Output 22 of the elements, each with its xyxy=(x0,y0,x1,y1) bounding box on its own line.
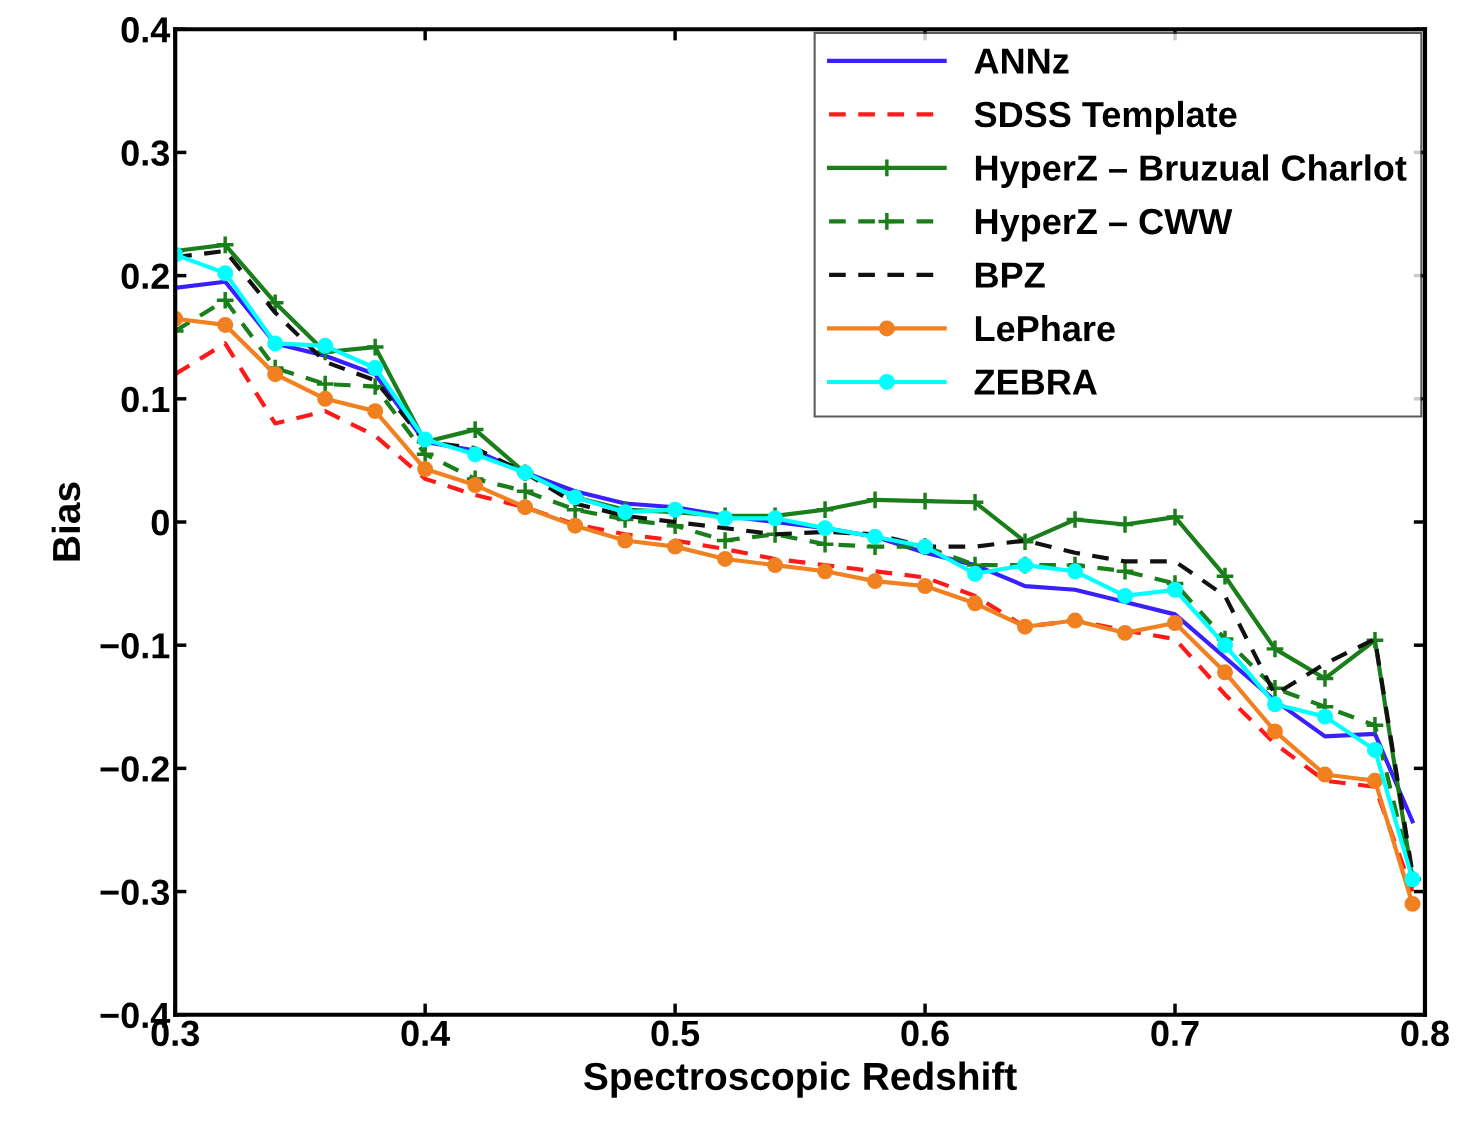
y-tick-label: 0.4 xyxy=(121,17,171,43)
x-tick-label: 0.4 xyxy=(401,1020,451,1047)
legend-label: ZEBRA xyxy=(974,369,1097,395)
x-tick-label: 0.8 xyxy=(1401,1020,1449,1047)
legend-label: LePhare xyxy=(975,314,1115,342)
y-tick-label: 0.2 xyxy=(121,263,169,290)
legend-label: HyperZ – Bruzual Charlot xyxy=(975,154,1407,189)
legend-label: BPZ xyxy=(975,262,1045,288)
legend-label: HyperZ – CWW xyxy=(975,208,1233,242)
legend-label: ANNz xyxy=(974,48,1069,74)
x-tick-label: 0.7 xyxy=(1151,1020,1199,1047)
y-tick-label: 0.3 xyxy=(121,140,170,166)
x-tick-label: 0.5 xyxy=(651,1020,700,1047)
y-axis-title: Bias xyxy=(51,482,81,561)
y-tick-label: −0.3 xyxy=(100,879,170,906)
y-tick-label: −0.2 xyxy=(100,756,169,782)
legend-label: SDSS Template xyxy=(974,100,1237,135)
y-tick-label: 0 xyxy=(151,509,169,536)
y-tick-label: 0.1 xyxy=(121,386,170,413)
y-tick-label: −0.1 xyxy=(100,633,170,659)
x-tick-label: 0.6 xyxy=(901,1020,949,1047)
x-axis-title: Spectroscopic Redshift xyxy=(584,1061,1017,1098)
